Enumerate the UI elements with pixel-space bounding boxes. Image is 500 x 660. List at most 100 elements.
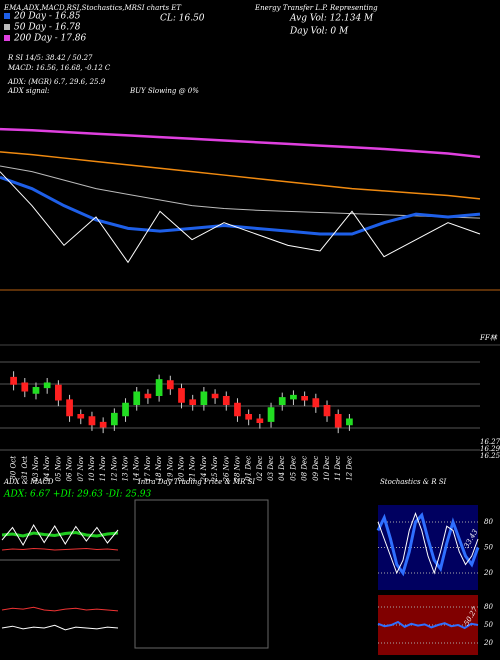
x-tick-label: 07 Nov	[77, 456, 85, 481]
candle-body	[166, 380, 174, 390]
candle-body	[10, 376, 17, 385]
candle-body	[55, 384, 62, 401]
x-tick-label: 03 Dec	[267, 456, 275, 481]
legend-label: 200 Day - 17.86	[13, 34, 87, 44]
candle-body	[323, 405, 331, 417]
series-line	[1, 547, 119, 551]
x-tick-label: 31 Oct	[21, 456, 29, 480]
series-line	[0, 175, 481, 236]
series-line	[377, 512, 479, 575]
x-tick-label: 24 Nov	[200, 456, 208, 482]
price-label: 16.25	[480, 452, 500, 460]
x-tick-label: 10 Dec	[323, 456, 331, 481]
symbol: FF林	[479, 334, 498, 342]
x-tick-label: 01 Dec	[245, 456, 253, 481]
candle-body	[200, 391, 208, 405]
candle-body	[234, 402, 241, 417]
adx-signal-label: ADX signal:	[7, 87, 49, 95]
candle-body	[133, 391, 141, 405]
series-line	[376, 512, 480, 577]
x-tick-label: 11 Nov	[99, 456, 107, 481]
y-tick-label: 80	[484, 603, 493, 611]
candle-body	[99, 421, 107, 428]
x-tick-label: 25 Nov	[211, 456, 219, 482]
candle-body	[290, 394, 297, 400]
candle-body	[189, 399, 197, 405]
x-tick-label: 11 Dec	[334, 456, 342, 481]
legend-swatch	[4, 35, 10, 41]
x-tick-label: 21 Nov	[189, 456, 197, 482]
x-tick-label: 19 Nov	[166, 456, 174, 481]
y-tick-label: 50	[484, 544, 493, 552]
y-tick-label: 50	[484, 621, 493, 629]
candle-body	[77, 414, 85, 419]
candle-body	[346, 418, 353, 426]
x-tick-label: 12 Nov	[110, 456, 118, 481]
x-tick-label: 10 Nov	[88, 456, 96, 481]
rsi: R SI 14/5: 38.42 / 50.27	[7, 54, 93, 62]
panel-subtitle: ADX: 6.67 +DI: 29.63 -DI: 25.93	[3, 490, 151, 500]
candle-grid	[0, 361, 480, 451]
candle-body	[66, 399, 73, 417]
x-tick-label: 08 Dec	[301, 456, 309, 481]
close: CL: 16.50	[160, 14, 205, 24]
candle-body	[334, 414, 342, 428]
x-tick-label: 28 Nov	[233, 456, 241, 482]
x-tick-label: 02 Dec	[256, 456, 264, 481]
panel-title: Intra Day Trading Price & MR SI	[137, 478, 255, 486]
x-tick-label: 12 Dec	[345, 456, 353, 481]
candle-body	[222, 396, 230, 405]
y-tick-label: 20	[483, 639, 493, 647]
candle-body	[256, 418, 264, 423]
candle-body	[301, 396, 308, 401]
series-line	[0, 171, 481, 264]
legend-label: 20 Day - 16.85	[13, 12, 81, 22]
x-tick-label: 06 Nov	[66, 456, 74, 481]
series-line	[1, 523, 119, 547]
company: Energy Transfer L.P. Representing	[254, 4, 378, 12]
series-line	[0, 151, 481, 200]
candle-body	[32, 387, 40, 394]
candle-body	[278, 397, 286, 405]
candle-body	[178, 388, 185, 403]
x-tick-label: 09 Dec	[312, 456, 320, 481]
candle-body	[211, 393, 219, 399]
x-tick-label: 26 Nov	[222, 456, 230, 482]
x-tick-label: 03 Nov	[32, 456, 40, 481]
x-tick-label: 14 Nov	[133, 456, 141, 481]
candle-body	[21, 382, 29, 392]
x-tick-label: 17 Nov	[144, 456, 152, 481]
price-label: 16.27	[480, 438, 500, 446]
candle-body	[43, 382, 51, 389]
x-tick-label: 20 Nov	[178, 456, 186, 482]
chart-title: EMA,ADX,MACD,RSI,Stochastics,MRSI charts…	[3, 4, 182, 12]
legend-swatch	[4, 24, 10, 30]
candle-body	[110, 412, 118, 426]
series-line	[0, 127, 481, 159]
y-tick-label: 80	[484, 518, 493, 526]
candle-body	[144, 393, 152, 399]
x-tick-label: 30 Oct	[10, 456, 18, 480]
adx: ADX: (MGR) 6.7, 29.6, 25.9	[7, 78, 106, 86]
panel-title: ADX & MACD	[3, 478, 54, 486]
series-line	[1, 606, 119, 612]
candle-body	[267, 407, 275, 422]
candle-body	[88, 416, 96, 426]
legend-label: 50 Day - 16.78	[14, 23, 81, 33]
day-vol: Day Vol: 0 M	[289, 27, 349, 37]
avg-vol: Avg Vol: 12.134 M	[289, 14, 374, 24]
y-tick-label: 20	[483, 569, 493, 577]
candle-body	[122, 402, 129, 417]
price-label: 16.29	[480, 445, 500, 453]
x-tick-label: 04 Dec	[278, 456, 286, 481]
candle-body	[312, 398, 320, 408]
macd: MACD: 16.56, 16.68, -0.12 C	[7, 64, 111, 72]
x-tick-label: 05 Nov	[54, 456, 62, 481]
series-line	[0, 165, 481, 219]
candle-body	[155, 379, 163, 396]
adx-signal: BUY Slowing @ 0%	[129, 87, 199, 95]
series-line	[377, 620, 479, 630]
x-tick-label: 18 Nov	[155, 456, 163, 481]
x-tick-label: 04 Nov	[43, 456, 51, 481]
